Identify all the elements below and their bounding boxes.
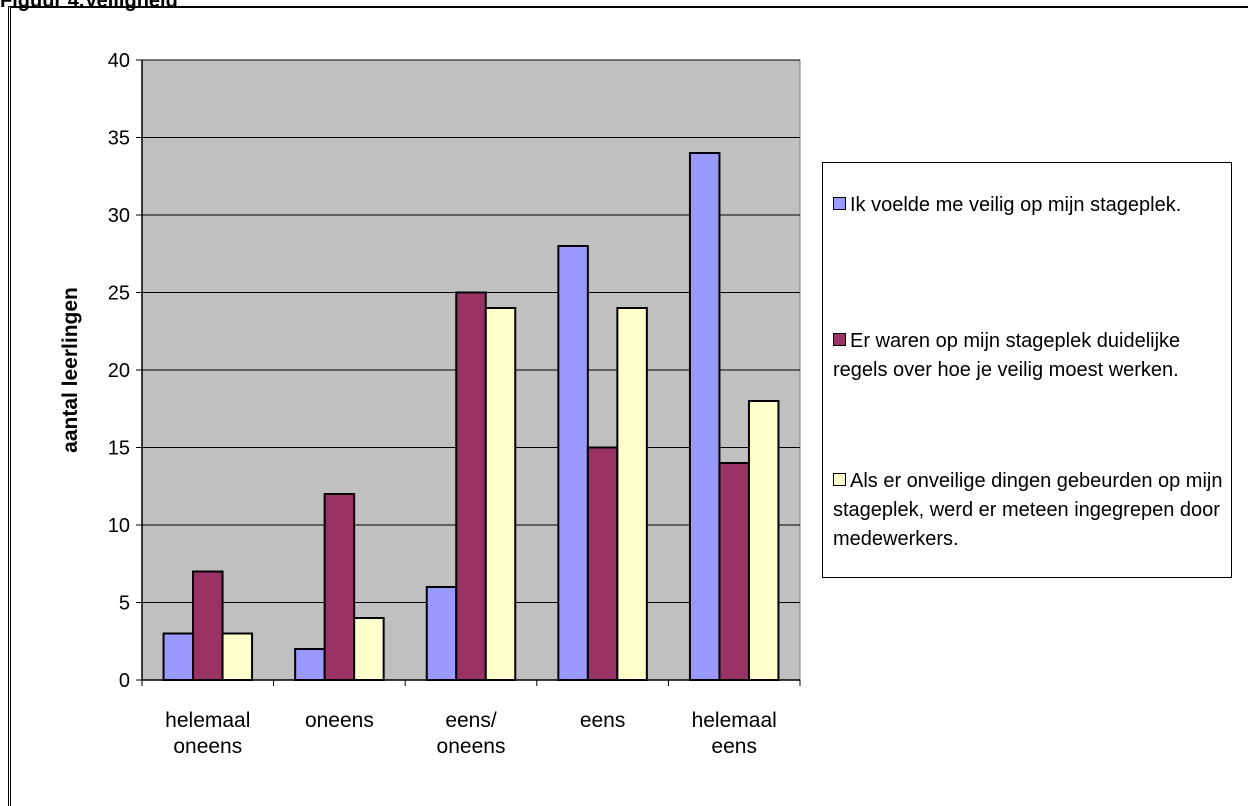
bar-series-1-cat-2 [294, 648, 326, 681]
legend-swatch-series-1 [833, 197, 846, 210]
y-tick-label: 5 [119, 593, 130, 615]
bar-series-2-cat-4 [586, 446, 619, 681]
y-tick-label: 20 [108, 360, 130, 382]
chart-legend: Ik voelde me veilig op mijn stageplek. E… [822, 162, 1232, 578]
bars [162, 152, 780, 681]
x-tick-label: eens/oneens [437, 709, 506, 758]
bar-series-1-cat-1 [162, 632, 195, 681]
legend-label-series-3: Als er onveilige dingen gebeurden op mij… [833, 470, 1223, 550]
y-tick-labels: 0 5 10 15 20 25 30 35 40 [108, 50, 130, 692]
bar-series-2-cat-3 [455, 291, 487, 681]
bar-series-2-cat-1 [192, 570, 224, 681]
x-tick-label: helemaal oneens [165, 709, 250, 758]
legend-swatch-series-3 [833, 473, 846, 486]
bar-series-1-cat-4 [557, 245, 589, 681]
y-tick-label: 30 [108, 205, 130, 227]
chart-frame [8, 6, 1248, 806]
y-tick-label: 25 [108, 283, 130, 305]
bar-series-1-cat-5 [688, 152, 721, 681]
legend-item-series-3: Als er onveilige dingen gebeurden op mij… [833, 467, 1225, 554]
bar-series-3-cat-5 [747, 400, 780, 681]
legend-label-series-2: Er waren op mijn stageplek duidelijke re… [833, 330, 1181, 381]
x-tick-label: helemaal eens [692, 709, 777, 758]
legend-item-series-1: Ik voelde me veilig op mijn stageplek. [833, 191, 1225, 220]
bar-series-2-cat-2 [323, 493, 356, 681]
x-tick-label: eens [580, 709, 626, 732]
bar-series-1-cat-3 [425, 586, 458, 681]
y-tick-label: 35 [108, 128, 130, 150]
y-tick-label: 0 [119, 670, 130, 692]
x-tick-label: oneens [305, 709, 374, 732]
y-tick-label: 10 [108, 515, 130, 537]
bar-series-3-cat-1 [221, 632, 254, 681]
y-tick-label: 40 [108, 50, 130, 72]
bar-series-2-cat-5 [718, 462, 750, 681]
bar-series-3-cat-2 [353, 617, 385, 681]
axes [136, 59, 801, 686]
y-axis-label: aantal leerlingen [59, 287, 82, 453]
legend-item-series-2: Er waren op mijn stageplek duidelijke re… [833, 327, 1225, 385]
y-tick-label: 15 [108, 438, 130, 460]
x-tick-labels: helemaal oneens oneens eens/oneens eens helem… [165, 709, 777, 758]
legend-label-series-1: Ik voelde me veilig op mijn stageplek. [850, 194, 1182, 216]
legend-swatch-series-2 [833, 333, 846, 346]
bar-series-3-cat-3 [484, 307, 517, 681]
bar-series-3-cat-4 [616, 307, 648, 681]
